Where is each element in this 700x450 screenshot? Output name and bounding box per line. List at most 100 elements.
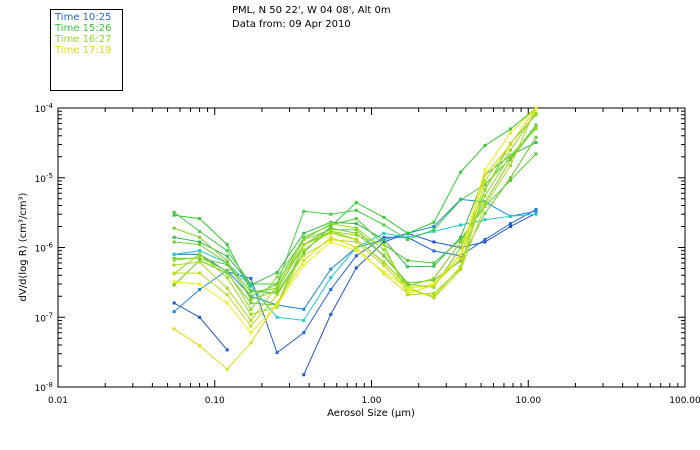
data-point <box>172 256 176 260</box>
data-point <box>382 238 386 242</box>
data-point <box>172 283 176 287</box>
data-point <box>382 223 386 227</box>
data-point <box>459 240 463 244</box>
data-point <box>382 215 386 219</box>
data-point <box>432 276 436 280</box>
data-point <box>354 249 358 253</box>
y-tick-label: 10-6 <box>35 242 54 255</box>
axis-ticks <box>57 108 685 388</box>
data-point <box>249 283 253 287</box>
data-point <box>459 235 463 239</box>
series-lines <box>172 106 538 377</box>
data-point <box>302 231 306 235</box>
data-point <box>509 158 512 162</box>
data-point <box>172 280 176 284</box>
data-point <box>329 288 333 291</box>
data-point <box>483 194 487 198</box>
data-point <box>354 238 358 242</box>
data-point <box>459 268 463 272</box>
data-point <box>225 301 229 305</box>
data-point <box>483 211 487 215</box>
data-point <box>432 291 436 295</box>
series-15 <box>172 106 538 328</box>
data-point <box>509 225 512 228</box>
data-point <box>406 238 410 242</box>
data-point <box>534 106 538 110</box>
data-point <box>483 187 487 191</box>
data-point <box>382 235 386 239</box>
data-point <box>275 301 279 305</box>
data-point <box>329 240 333 244</box>
data-point <box>302 253 306 257</box>
data-point <box>534 208 538 212</box>
data-point <box>382 270 386 274</box>
data-point <box>354 266 358 270</box>
data-point <box>275 351 279 355</box>
data-point <box>198 344 202 348</box>
data-point <box>198 282 202 286</box>
legend-box: Time 10:25 Time 15:26 Time 16:27 Time 17… <box>50 9 123 91</box>
data-point <box>534 141 538 144</box>
data-point <box>198 240 202 244</box>
data-point <box>249 297 253 301</box>
data-point <box>225 243 229 247</box>
data-point <box>509 176 512 180</box>
data-point <box>382 243 386 247</box>
data-point <box>302 209 306 213</box>
series-line <box>303 212 537 375</box>
x-axis-label: Aerosol Size (μm) <box>327 408 415 419</box>
data-point <box>172 226 176 230</box>
data-point <box>329 222 333 226</box>
x-tick-label: 0.10 <box>205 396 225 406</box>
data-point <box>198 243 202 247</box>
data-point <box>329 229 333 233</box>
data-point <box>329 267 333 271</box>
data-point <box>432 294 436 298</box>
data-point <box>459 265 463 269</box>
data-point <box>302 331 306 335</box>
data-point <box>329 235 333 239</box>
data-point <box>534 135 538 139</box>
data-point <box>354 222 358 226</box>
data-point <box>249 312 253 316</box>
data-point <box>249 276 253 280</box>
data-point <box>225 293 229 297</box>
data-point <box>302 318 306 322</box>
data-point <box>225 286 229 290</box>
data-point <box>198 315 202 319</box>
data-point <box>432 225 436 228</box>
data-point <box>483 204 487 207</box>
data-point <box>275 270 279 274</box>
data-point <box>172 235 176 239</box>
data-point <box>432 261 436 265</box>
data-point <box>198 217 202 221</box>
data-point <box>198 271 202 275</box>
x-tick-label: 0.01 <box>48 396 68 406</box>
data-point <box>459 246 463 249</box>
legend-entry-3: Time 16:27 <box>55 34 112 45</box>
series-7 <box>172 141 538 287</box>
data-point <box>406 291 410 295</box>
data-point <box>354 231 358 235</box>
data-point <box>459 259 463 263</box>
data-point <box>275 293 279 297</box>
data-point <box>172 258 176 262</box>
data-point <box>483 238 487 242</box>
data-point <box>249 307 253 311</box>
y-tick-label: 10-7 <box>35 311 53 324</box>
data-point <box>432 228 436 232</box>
data-point <box>302 259 306 262</box>
data-point <box>483 183 487 186</box>
data-point <box>382 260 386 264</box>
data-point <box>172 210 176 214</box>
data-point <box>198 260 202 264</box>
data-point <box>302 373 306 377</box>
data-point <box>483 240 487 244</box>
data-point <box>275 289 279 293</box>
data-point <box>249 301 253 305</box>
data-point <box>432 282 436 286</box>
data-point <box>198 288 202 291</box>
data-point <box>509 143 512 146</box>
y-tick-label: 10-4 <box>35 102 54 115</box>
legend-entry-2: Time 15:26 <box>55 23 112 34</box>
